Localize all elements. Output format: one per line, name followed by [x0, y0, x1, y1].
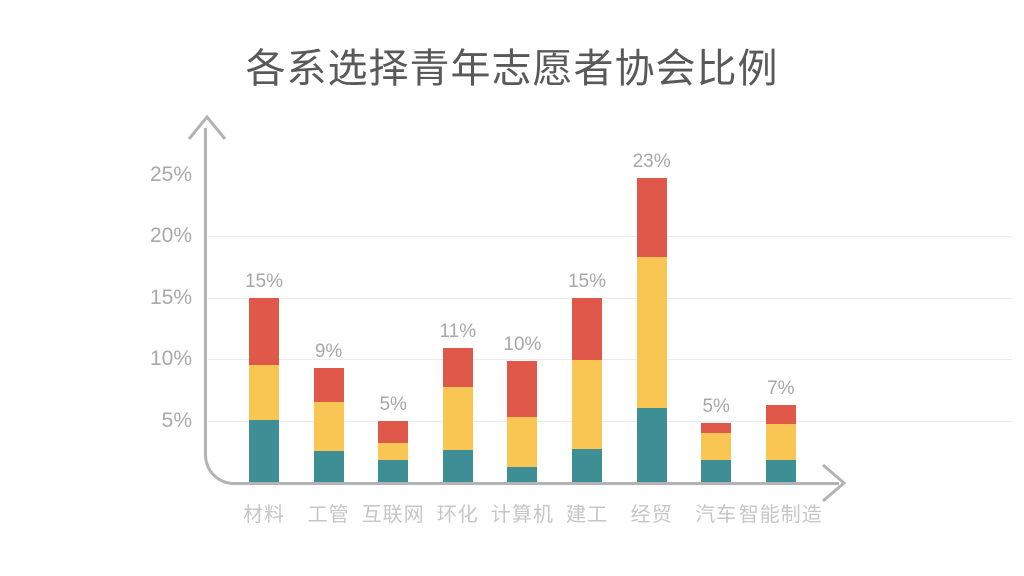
x-axis-label: 材料 [243, 504, 285, 526]
bar-value-label: 7% [767, 377, 795, 399]
bar-value-label: 15% [567, 270, 607, 292]
x-axis-label: 汽车 [695, 504, 738, 526]
bar-column [765, 404, 796, 482]
bar-column [572, 297, 602, 483]
bar-column [378, 420, 409, 483]
bar-column [313, 367, 344, 482]
bar-segment-top-red [378, 420, 409, 443]
bar-segment-bottom-teal [249, 420, 279, 482]
y-axis-arrow-icon [187, 114, 227, 140]
bar-segment-middle-yellow [378, 442, 409, 460]
bar-segment-top-red [507, 361, 538, 417]
bar-value-label: 10% [503, 334, 542, 356]
bar-column [636, 178, 667, 482]
bar-segment-bottom-teal [636, 408, 667, 482]
bar-segment-top-red [442, 347, 473, 388]
y-axis-tick-label: 15% [149, 285, 192, 309]
bar-segment-middle-yellow [507, 416, 538, 468]
x-axis-label: 互联网 [361, 504, 425, 526]
bar-segment-middle-yellow [442, 387, 473, 450]
bar-value-label: 23% [632, 151, 671, 173]
bar-segment-bottom-teal [507, 467, 538, 482]
bar-value-label: 11% [439, 320, 477, 342]
bar-segment-top-red [765, 404, 796, 425]
y-axis-tick-label: 25% [149, 162, 192, 186]
bar-segment-bottom-teal [572, 448, 602, 482]
bar-column [442, 347, 473, 482]
gridline [208, 359, 1012, 360]
x-axis-label: 环化 [436, 504, 479, 526]
x-axis-label: 经贸 [630, 504, 673, 526]
bar-value-label: 9% [314, 340, 343, 362]
x-axis-label: 智能制造 [738, 504, 823, 526]
bar-segment-middle-yellow [636, 256, 667, 409]
gridline [208, 297, 1012, 299]
bar-segment-top-red [572, 297, 602, 361]
bar-value-label: 5% [702, 395, 730, 417]
chart-title: 各系选择青年志愿者协会比例 [245, 47, 779, 91]
x-axis-arrow-icon [822, 463, 847, 503]
bar-segment-top-red [313, 367, 344, 403]
bar-segment-top-red [636, 178, 667, 257]
bar-segment-middle-yellow [249, 365, 279, 421]
y-axis-tick-label: 10% [149, 347, 192, 370]
x-axis-label: 计算机 [490, 504, 554, 526]
bar-column [249, 297, 279, 483]
bar-segment-bottom-teal [765, 459, 796, 482]
x-axis-label: 建工 [566, 504, 608, 526]
bar-value-label: 15% [244, 270, 284, 292]
x-axis-label: 工管 [307, 504, 350, 526]
axis-lines [204, 128, 839, 485]
bar-column [507, 361, 538, 482]
bar-segment-middle-yellow [572, 360, 602, 449]
y-axis-tick-label: 5% [161, 408, 192, 432]
bar-column [701, 422, 732, 482]
bar-value-label: 5% [379, 393, 407, 415]
bar-segment-bottom-teal [701, 459, 732, 482]
gridline [208, 420, 1012, 422]
bar-segment-bottom-teal [378, 459, 409, 482]
bar-segment-top-red [701, 422, 732, 433]
gridline [208, 236, 1012, 237]
bar-segment-middle-yellow [313, 402, 344, 452]
bar-segment-bottom-teal [442, 450, 473, 482]
bar-segment-middle-yellow [701, 432, 732, 460]
bar-segment-top-red [249, 297, 279, 366]
bar-segment-bottom-teal [313, 451, 344, 482]
bar-segment-middle-yellow [765, 424, 796, 460]
y-axis-tick-label: 20% [149, 224, 192, 247]
